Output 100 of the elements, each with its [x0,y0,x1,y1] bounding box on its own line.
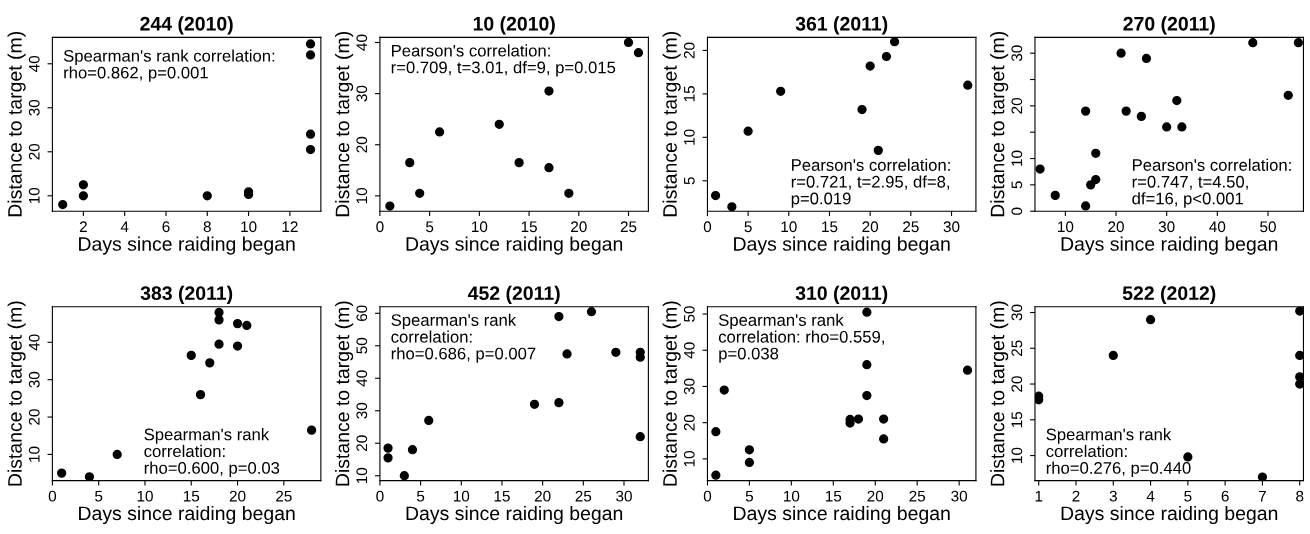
y-tick-label: 10 [683,129,695,145]
x-tick-label: 5 [1184,490,1192,502]
y-tick-label: 10 [1011,150,1023,166]
x-tick-label: 20 [1108,221,1124,233]
x-tick-label: 15 [822,221,838,233]
x-tick-label: 25 [575,490,592,502]
x-tick-label: 10 [781,221,797,233]
y-tick-label: 30 [683,378,695,395]
x-axis-title: Days since raiding began [1061,505,1278,525]
y-tick-label: 20 [683,42,695,59]
y-tick-label: 10 [356,187,368,204]
x-tick-label: 30 [943,221,960,233]
y-tick-label: 15 [684,86,695,102]
y-tick-label: 50 [683,306,695,322]
y-tick-label: 50 [356,337,368,354]
y-tick-label: 5 [1011,181,1023,189]
y-tick-label: 20 [28,143,40,160]
x-axis-title: Days since raiding began [406,236,623,255]
y-tick-label: 30 [1011,45,1023,62]
x-tick-label: 30 [616,490,632,502]
x-tick-label: 5 [426,221,434,233]
y-tick-label: 40 [28,55,40,72]
y-tick-label: 30 [28,371,40,388]
x-tick-label: 25 [903,221,919,233]
x-tick-label: 25 [909,490,926,502]
y-tick-label: 15 [1011,411,1023,428]
x-tick-label: 6 [162,221,170,233]
x-tick-label: 8 [203,221,211,233]
x-axis-title: Days since raiding began [79,505,295,525]
x-tick-label: 4 [120,221,129,232]
y-axis-title: Distance to target (m) [335,32,354,217]
x-tick-label: 0 [376,490,384,502]
chart-title: 10 (2010) [473,16,555,35]
y-tick-label: 30 [356,85,368,102]
x-tick-label: 25 [276,490,292,502]
y-tick-label: 20 [1011,376,1023,392]
annotation: Pearson's correlation: r=0.721, t=2.95, df=8, p=0.019 [791,158,950,208]
x-tick-label: 50 [1260,221,1276,233]
y-axis-title: Distance to target (m) [662,32,681,217]
y-tick-label: 25 [1011,340,1023,356]
y-tick-label: 5 [684,177,695,185]
x-tick-label: 6 [1221,490,1229,502]
x-tick-label: 5 [745,490,754,502]
x-tick-label: 0 [703,490,712,502]
y-tick-label: 40 [356,34,368,51]
y-axis-title: Distance to target (m) [990,32,1009,217]
x-tick-label: 30 [951,490,968,502]
y-axis-title: Distance to target (m) [7,301,26,486]
annotation: Spearman's rank correlation: rho=0.686, p=0.007 [391,313,536,363]
x-axis-title: Days since raiding began [79,236,295,255]
y-tick-label: 10 [1011,447,1023,463]
y-tick-label: 0 [1011,207,1023,215]
y-tick-label: 10 [683,450,695,467]
y-tick-label: 20 [356,136,368,153]
chart-title: 522 (2012) [1122,285,1216,304]
x-tick-label: 7 [1258,490,1266,502]
y-tick-label: 30 [1011,304,1023,321]
x-tick-label: 1 [1035,490,1043,502]
x-tick-label: 20 [862,221,879,233]
y-axis-title: Distance to target (m) [335,301,354,486]
x-tick-label: 25 [620,221,637,233]
x-axis-title: Days since raiding began [1061,236,1278,255]
x-tick-label: 2 [79,221,87,232]
x-tick-label: 30 [1158,221,1175,233]
x-tick-label: 10 [1058,221,1074,233]
y-tick-label: 10 [356,467,368,484]
x-axis-title: Days since raiding began [734,236,950,255]
x-tick-label: 0 [48,490,57,502]
x-tick-label: 15 [521,221,537,233]
chart-title: 383 (2011) [140,285,233,304]
x-tick-label: 12 [282,221,298,232]
x-axis-title: Days since raiding began [734,505,950,525]
annotation: Spearman's rank correlation: rho=0.276, p=0.440 [1046,428,1191,478]
y-tick-label: 30 [28,99,40,116]
annotation: Pearson's correlation: r=0.747, t=4.50, df=16, p<0.001 [1132,158,1291,208]
y-axis-title: Distance to target (m) [990,301,1009,486]
y-axis-title: Distance to target (m) [662,301,681,486]
chart-title: 310 (2011) [795,285,888,304]
x-tick-label: 20 [534,490,551,502]
x-tick-label: 15 [825,490,842,502]
x-tick-label: 10 [241,221,257,233]
annotation: Spearman's rank correlation: rho=0.862, p=0.001 [63,49,275,82]
x-tick-label: 3 [1109,490,1117,502]
x-axis-title: Days since raiding began [406,505,623,525]
y-tick-label: 20 [1011,97,1023,114]
x-tick-label: 40 [1209,221,1226,233]
x-tick-label: 10 [784,490,800,502]
y-tick-label: 30 [356,402,368,419]
x-tick-label: 10 [137,490,153,502]
x-tick-label: 20 [867,490,884,502]
annotation: Spearman's rank correlation: rho=0.600, p=0.03 [144,428,280,478]
x-tick-label: 15 [183,490,200,502]
annotation: Pearson's correlation: r=0.709, t=3.01, df=9, p=0.015 [391,44,616,77]
y-tick-label: 20 [28,409,40,425]
x-tick-label: 5 [744,221,752,233]
x-tick-label: 2 [1072,490,1080,502]
chart-title: 452 (2011) [467,285,560,304]
y-tick-label: 10 [28,446,40,462]
x-tick-label: 20 [229,490,246,502]
x-tick-label: 8 [1296,490,1304,502]
